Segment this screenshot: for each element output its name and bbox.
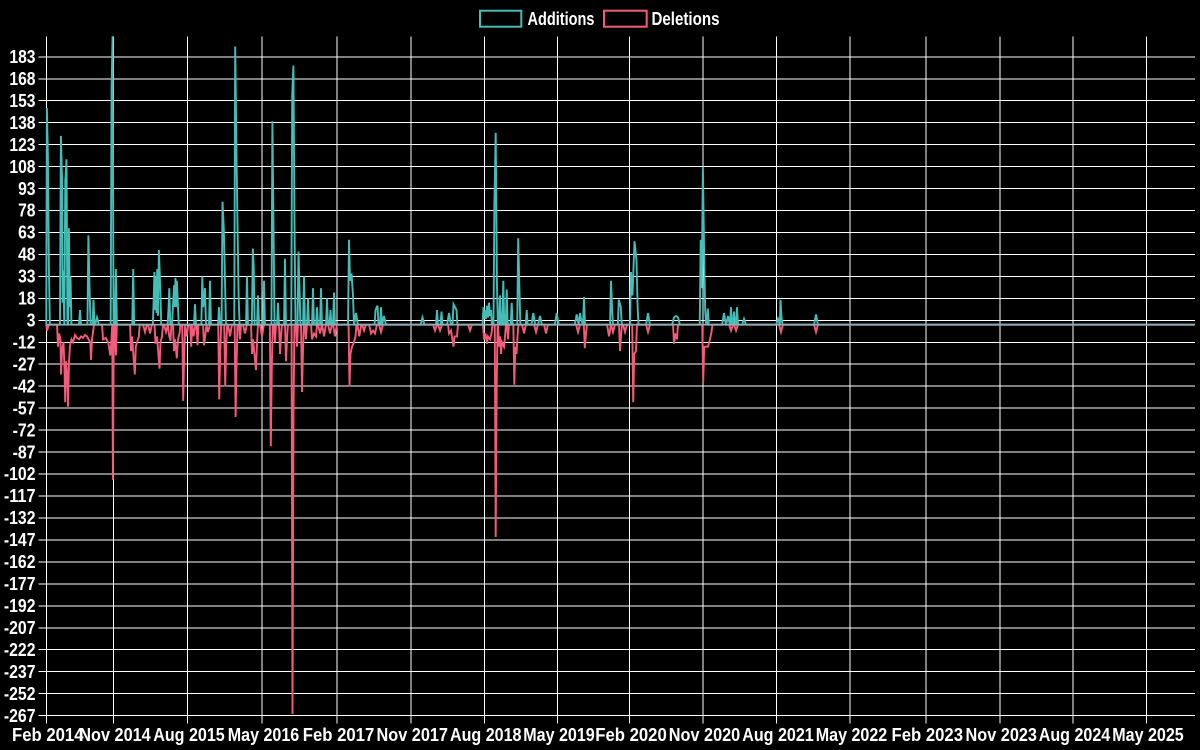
svg-text:-222: -222 [4, 640, 36, 660]
svg-text:Aug 2024: Aug 2024 [1039, 725, 1111, 745]
svg-text:-102: -102 [4, 464, 36, 484]
svg-text:Feb 2023: Feb 2023 [892, 725, 964, 745]
svg-text:-237: -237 [4, 662, 36, 682]
svg-text:-252: -252 [4, 684, 36, 704]
svg-text:Aug 2018: Aug 2018 [450, 725, 522, 745]
svg-text:-177: -177 [4, 574, 36, 594]
svg-text:153: 153 [9, 91, 35, 111]
svg-text:Nov 2023: Nov 2023 [966, 725, 1038, 745]
svg-text:78: 78 [18, 201, 35, 221]
svg-text:183: 183 [9, 47, 35, 67]
svg-text:-27: -27 [13, 354, 36, 374]
svg-text:168: 168 [9, 69, 35, 89]
svg-text:May 2022: May 2022 [816, 725, 888, 745]
svg-text:May 2025: May 2025 [1112, 725, 1184, 745]
svg-text:-132: -132 [4, 508, 36, 528]
svg-text:Additions: Additions [528, 9, 595, 29]
svg-text:-162: -162 [4, 552, 36, 572]
svg-text:-267: -267 [4, 706, 36, 726]
svg-text:Feb 2014: Feb 2014 [12, 725, 84, 745]
svg-text:-12: -12 [13, 332, 36, 352]
svg-text:-117: -117 [4, 486, 36, 506]
svg-text:Aug 2021: Aug 2021 [742, 725, 814, 745]
svg-text:-57: -57 [13, 398, 36, 418]
svg-text:18: 18 [18, 289, 35, 309]
svg-text:May 2019: May 2019 [523, 725, 595, 745]
svg-text:Nov 2014: Nov 2014 [79, 725, 151, 745]
svg-text:-147: -147 [4, 530, 36, 550]
svg-text:108: 108 [9, 157, 35, 177]
svg-text:Deletions: Deletions [652, 9, 720, 29]
svg-text:Feb 2017: Feb 2017 [303, 725, 375, 745]
svg-text:3: 3 [27, 311, 36, 331]
svg-text:123: 123 [9, 135, 35, 155]
svg-text:Aug 2015: Aug 2015 [153, 725, 225, 745]
svg-text:48: 48 [18, 245, 35, 265]
svg-text:-87: -87 [13, 442, 36, 462]
svg-text:63: 63 [18, 223, 35, 243]
svg-text:93: 93 [18, 179, 35, 199]
svg-text:Feb 2020: Feb 2020 [595, 725, 667, 745]
svg-text:-192: -192 [4, 596, 36, 616]
svg-text:33: 33 [18, 267, 35, 287]
svg-text:138: 138 [9, 113, 35, 133]
svg-text:Nov 2020: Nov 2020 [669, 725, 741, 745]
svg-text:Nov 2017: Nov 2017 [377, 725, 449, 745]
svg-text:-72: -72 [13, 420, 36, 440]
svg-text:-207: -207 [4, 618, 36, 638]
svg-text:-42: -42 [13, 376, 36, 396]
svg-text:May 2016: May 2016 [228, 725, 300, 745]
